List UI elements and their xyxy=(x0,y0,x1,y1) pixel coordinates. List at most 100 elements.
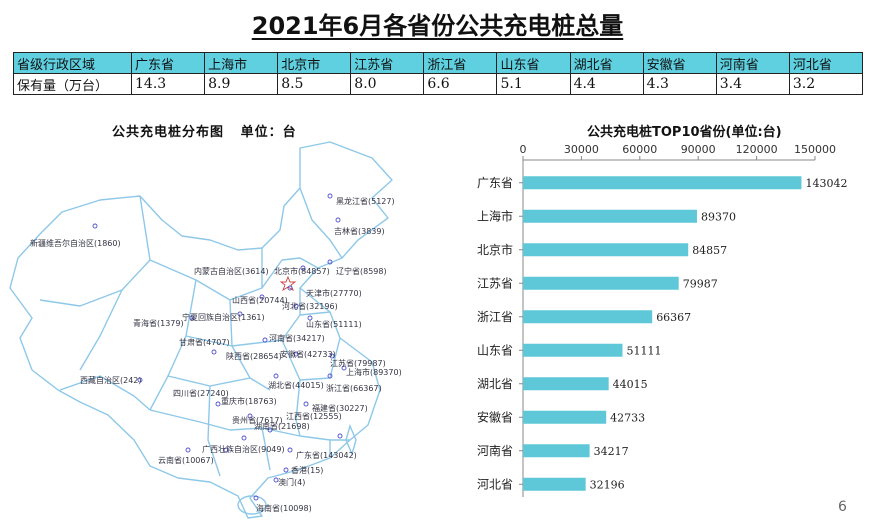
table-cell: 4.4 xyxy=(569,73,644,95)
map-label: 甘肃省(4707) xyxy=(179,338,230,347)
table-row-label: 省级行政区域 xyxy=(13,52,132,74)
x-tick-label: 60000 xyxy=(622,143,657,156)
table-cell: 广东省 xyxy=(130,52,206,74)
map-label: 天津市(27770) xyxy=(306,289,362,298)
map-label: 浙江省(66367) xyxy=(326,384,382,393)
data-label: 44015 xyxy=(613,378,648,391)
map-label: 吉林省(3839) xyxy=(334,227,385,236)
data-label: 84857 xyxy=(692,244,727,257)
category-label: 湖北省 xyxy=(477,376,513,391)
map-label: 陕西省(28654) xyxy=(226,352,282,361)
bar-chart: 0 30000 60000 90000 120000 150000 广东省 143042 上海市… xyxy=(477,143,847,497)
table-cell: 8.9 xyxy=(204,73,279,95)
map-label: 辽宁省(8598) xyxy=(336,267,387,276)
data-label: 51111 xyxy=(626,344,661,357)
data-label: 79987 xyxy=(683,277,718,290)
map-label: 广西壮族自治区(9049) xyxy=(202,445,285,454)
map-label: 安徽省(42733) xyxy=(280,350,336,359)
map-label: 澳门(4) xyxy=(278,478,306,487)
map-label: 江西省(12555) xyxy=(286,412,342,421)
bar xyxy=(523,243,689,257)
category-label: 安徽省 xyxy=(477,409,513,424)
table-cell: 6.6 xyxy=(423,73,498,95)
map-label: 西藏自治区(242) xyxy=(80,376,142,385)
map-label: 山东省(51111) xyxy=(306,320,362,329)
map-label: 河北省(32196) xyxy=(282,302,338,311)
x-tick-label: 30000 xyxy=(564,143,599,156)
map-label: 云南省(10067) xyxy=(158,456,214,465)
map-label: 香港(15) xyxy=(291,466,324,475)
data-label: 143042 xyxy=(805,177,847,190)
table-cell: 浙江省 xyxy=(423,52,498,74)
map-label: 广东省(143042) xyxy=(296,451,357,460)
map-label: 湖南省(21698) xyxy=(254,422,310,431)
summary-table: 省级行政区域 广东省 上海市 北京市 江苏省 浙江省 山东省 湖北省 安徽省 河… xyxy=(13,52,864,95)
table-cell: 3.4 xyxy=(715,73,790,95)
table-cell: 江苏省 xyxy=(350,52,425,74)
category-label: 北京市 xyxy=(477,242,513,257)
bar xyxy=(523,410,607,424)
category-label: 广东省 xyxy=(477,176,513,190)
category-label: 河北省 xyxy=(477,477,513,491)
table-cell: 山东省 xyxy=(496,52,571,74)
category-label: 上海市 xyxy=(477,208,513,223)
table-cell: 上海市 xyxy=(204,52,279,74)
table-cell: 河北省 xyxy=(788,52,864,74)
data-label: 89370 xyxy=(701,210,736,223)
table-cell: 8.0 xyxy=(350,73,425,95)
map-label: 山西省(20744) xyxy=(232,296,288,305)
x-tick-label: 90000 xyxy=(681,143,716,156)
data-label: 34217 xyxy=(594,445,629,458)
table-cell: 8.5 xyxy=(277,73,352,95)
page-title: 2021年6月各省份公共充电桩总量 xyxy=(251,12,624,40)
x-tick-label: 0 xyxy=(520,143,527,156)
bar xyxy=(523,343,623,357)
map-label: 新疆维吾尔自治区(1860) xyxy=(30,239,121,248)
bar xyxy=(523,477,586,491)
category-label: 山东省 xyxy=(477,343,513,357)
map-label: 四川省(27240) xyxy=(173,389,229,398)
table-cell: 4.3 xyxy=(642,73,717,95)
table-value-row: 保有量（万台） 14.3 8.9 8.5 8.0 6.6 5.1 4.4 4.3… xyxy=(13,73,864,95)
bar xyxy=(523,310,653,324)
table-cell: 5.1 xyxy=(496,73,571,95)
x-tick-label: 150000 xyxy=(794,143,836,156)
table-cell: 14.3 xyxy=(130,73,206,95)
bar xyxy=(523,444,590,458)
table-cell: 河南省 xyxy=(715,52,790,74)
bar xyxy=(523,276,679,290)
map-label: 江苏省(79987) xyxy=(330,359,386,368)
table-header-row: 省级行政区域 广东省 上海市 北京市 江苏省 浙江省 山东省 湖北省 安徽省 河… xyxy=(13,52,864,74)
table-cell: 3.2 xyxy=(788,73,864,95)
bar xyxy=(523,209,697,223)
page-number: 6 xyxy=(838,499,847,515)
table-cell: 湖北省 xyxy=(569,52,644,74)
map-label: 贵州省(7617) xyxy=(232,416,283,425)
map-title-text: 公共充电桩分布图 xyxy=(112,125,225,140)
map-label: 内蒙古自治区(3614) xyxy=(194,267,269,276)
data-label: 66367 xyxy=(656,311,691,324)
table-cell: 安徽省 xyxy=(642,52,717,74)
map-label: 重庆市(18763) xyxy=(221,397,277,406)
map-label: 海南省(10098) xyxy=(256,504,312,513)
table-row-label: 保有量（万台） xyxy=(13,73,132,95)
bar xyxy=(523,176,802,190)
map-label: 青海省(1379) xyxy=(133,319,184,328)
data-label: 32196 xyxy=(590,478,625,491)
data-label: 42733 xyxy=(610,411,645,424)
map-label: 湖北省(44015) xyxy=(268,381,324,390)
map-unit: 单位：台 xyxy=(240,125,297,140)
chart-title: 公共充电桩TOP10省份(单位:台) xyxy=(587,125,782,140)
map-label: 北京市(84857) xyxy=(274,267,330,276)
bar xyxy=(523,377,609,391)
map-outline xyxy=(9,141,393,519)
china-map: 黑龙江省(5127) 吉林省(3839) 新疆维吾尔自治区(1860) 内蒙古自… xyxy=(0,140,440,523)
category-label: 江苏省 xyxy=(477,276,513,290)
map-label: 上海市(89370) xyxy=(346,368,402,377)
map-title: 公共充电桩分布图 单位：台 xyxy=(112,121,297,140)
map-label: 河南省(34217) xyxy=(269,334,325,343)
map-label: 福建省(30227) xyxy=(312,404,368,413)
category-label: 河南省 xyxy=(477,443,513,458)
table-cell: 北京市 xyxy=(277,52,352,74)
map-label: 黑龙江省(5127) xyxy=(336,197,395,206)
